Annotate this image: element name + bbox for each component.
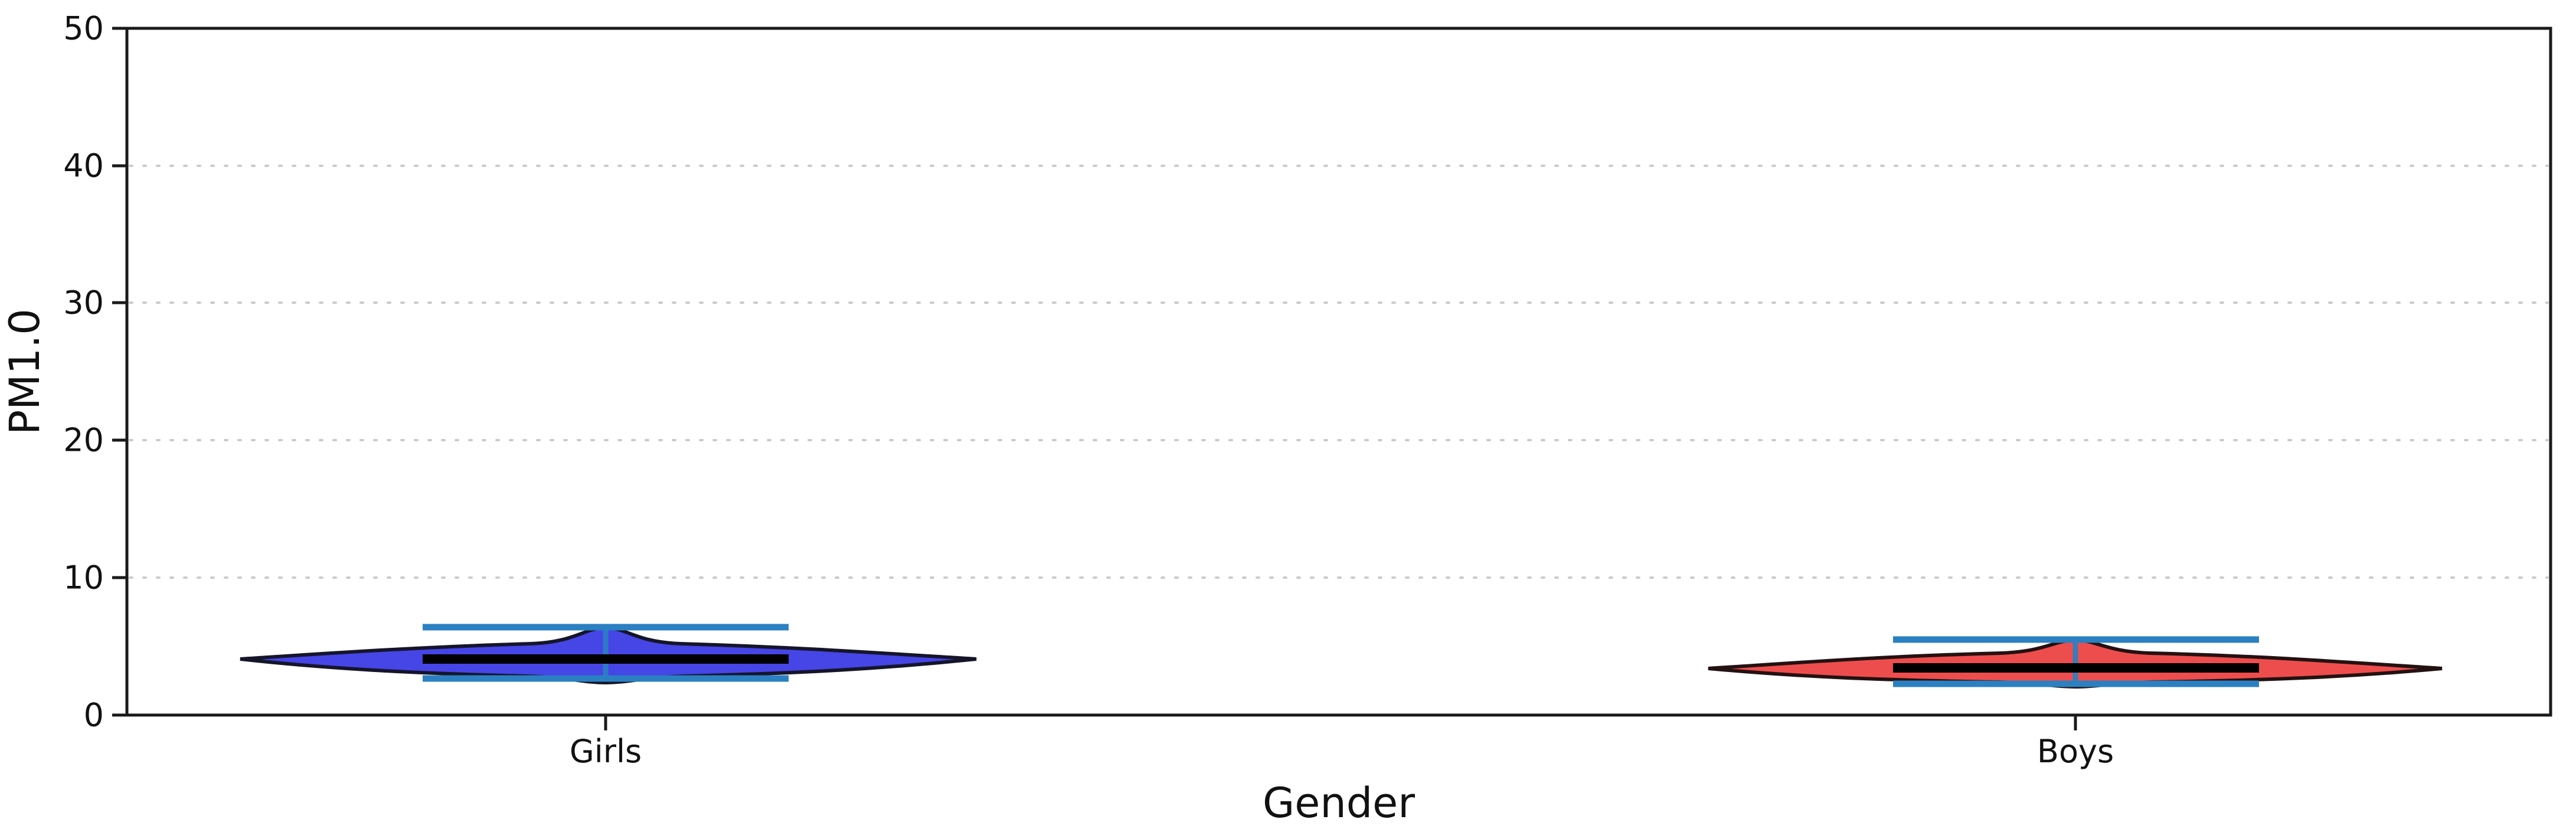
x-tick-label-boys: Boys [2037,733,2114,770]
y-tick-label-10: 10 [63,559,104,596]
y-tick-label-50: 50 [63,10,104,47]
x-tick-label-girls: Girls [570,733,642,770]
y-axis-labels: 0 10 20 30 40 50 [63,10,104,734]
y-axis-ticks [112,27,127,717]
gridlines [129,165,2549,579]
violin-boys [1708,636,2443,689]
y-axis-title: PM1.0 [1,309,49,435]
y-tick-label-20: 20 [63,422,104,459]
x-axis-labels: Girls Boys [570,733,2114,770]
y-tick-label-0: 0 [84,697,104,734]
y-tick-label-30: 30 [63,284,104,322]
x-axis-title: Gender [1263,779,1415,826]
plot-area [127,28,2551,715]
x-axis-ticks [604,715,2077,730]
plot-spines [125,27,2552,717]
violin-girls [240,624,977,685]
y-tick-label-40: 40 [63,148,104,185]
